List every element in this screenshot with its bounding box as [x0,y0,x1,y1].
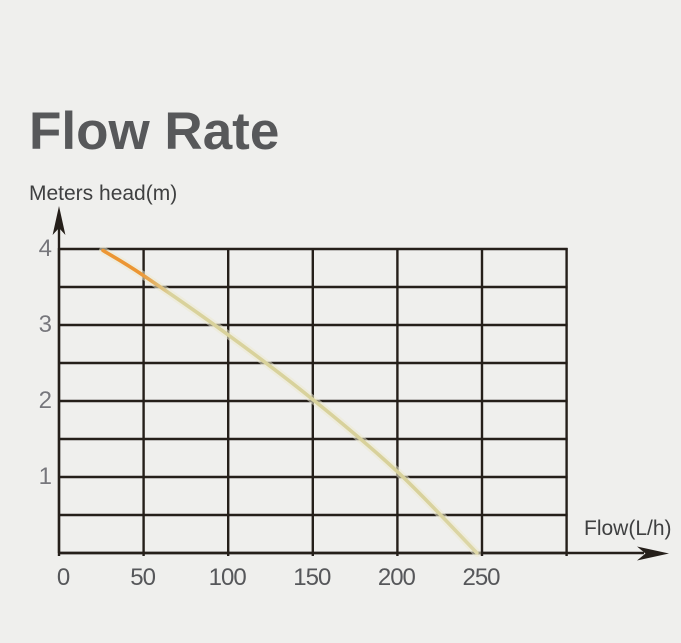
y-axis-title: Meters head(m) [29,182,178,205]
y-tick-label: 2 [38,387,52,414]
y-tick-label: 3 [38,311,52,338]
x-axis-title: Flow(L/h) [584,517,672,540]
x-tick-label: 50 [130,564,156,591]
page-title: Flow Rate [29,102,280,161]
axes [52,206,669,561]
x-axis-arrow-icon [637,546,669,561]
performance-curve [99,246,481,557]
y-tick-label: 4 [38,235,52,262]
x-tick-label: 250 [462,564,500,591]
x-tick-label: 150 [293,564,331,591]
x-tick-label: 0 [56,564,70,591]
x-tick-label: 100 [208,564,247,591]
curve-line [101,248,479,555]
x-tick-label: 200 [377,564,416,591]
y-axis-arrow-icon [52,206,66,235]
y-tick-label: 1 [38,463,52,490]
